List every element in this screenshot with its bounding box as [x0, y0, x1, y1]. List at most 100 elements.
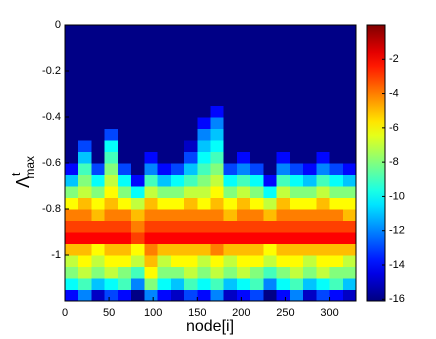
heat-cell	[78, 59, 92, 72]
heat-cell	[184, 71, 198, 83]
heat-cell	[342, 255, 357, 267]
heat-cell	[78, 209, 92, 221]
heat-cell	[91, 266, 106, 279]
heat-cell	[65, 82, 79, 95]
heat-cell	[289, 174, 304, 187]
heat-cell	[316, 25, 331, 37]
heat-cell	[223, 266, 238, 279]
y-tick-label: 0	[55, 19, 61, 31]
heat-cell	[303, 243, 317, 256]
heat-cell	[303, 25, 317, 37]
heat-cell	[303, 36, 317, 49]
heat-cell	[276, 163, 291, 175]
heat-cell	[184, 220, 198, 233]
heat-cell	[210, 278, 225, 290]
heat-cell	[250, 36, 264, 49]
heat-cell	[210, 163, 225, 175]
heat-cell	[303, 174, 317, 187]
heat-cell	[276, 59, 291, 72]
heat-cell	[131, 48, 145, 60]
heat-cell	[170, 289, 185, 302]
heat-cell	[342, 59, 357, 72]
heat-cell	[104, 117, 119, 129]
heat-cell	[342, 94, 357, 106]
heat-cell	[91, 163, 106, 175]
heat-cell	[131, 220, 145, 233]
heat-cell	[104, 278, 119, 290]
heat-cell	[316, 82, 331, 95]
heat-cell	[65, 25, 79, 37]
heat-cell	[184, 48, 198, 60]
heat-cell	[263, 197, 278, 210]
heat-cell	[78, 163, 92, 175]
heat-cell	[223, 163, 238, 175]
heat-cell	[197, 197, 211, 210]
heat-cell	[303, 278, 317, 290]
heat-cell	[117, 36, 132, 49]
colorbar-tick-label: -14	[389, 259, 405, 271]
heat-cell	[157, 278, 172, 290]
heat-cell	[144, 220, 159, 233]
heat-cell	[197, 163, 211, 175]
heat-cell	[131, 25, 145, 37]
heat-cell	[236, 36, 251, 49]
heat-cell	[289, 243, 304, 256]
heat-cell	[210, 82, 225, 95]
heat-cell	[263, 71, 278, 83]
heat-cell	[303, 163, 317, 175]
heat-cell	[263, 82, 278, 95]
heat-cell	[197, 266, 211, 279]
heat-cell	[342, 186, 357, 198]
heat-cell	[316, 174, 331, 187]
heat-cell	[184, 266, 198, 279]
heat-cell	[117, 82, 132, 95]
heat-cell	[144, 140, 159, 152]
x-tick-label: 250	[276, 307, 294, 319]
heat-cell	[65, 36, 79, 49]
heat-cell	[289, 220, 304, 233]
heat-cell	[263, 232, 278, 244]
heat-cell	[144, 82, 159, 95]
heat-cell	[303, 48, 317, 60]
heat-cell	[303, 82, 317, 95]
heat-cell	[117, 117, 132, 129]
heat-cell	[316, 209, 331, 221]
heat-cell	[316, 163, 331, 175]
heat-cell	[289, 266, 304, 279]
heat-cell	[303, 117, 317, 129]
heat-cell	[263, 209, 278, 221]
heat-cell	[236, 209, 251, 221]
heat-cell	[263, 117, 278, 129]
heat-cell	[303, 197, 317, 210]
heat-cell	[303, 59, 317, 72]
heat-cell	[184, 105, 198, 118]
heat-cell	[104, 243, 119, 256]
heat-cell	[184, 186, 198, 198]
heat-cell	[65, 163, 79, 175]
heat-cell	[236, 197, 251, 210]
heat-cell	[184, 128, 198, 141]
heat-cell	[78, 232, 92, 244]
heat-cell	[342, 128, 357, 141]
heat-cell	[170, 255, 185, 267]
heat-cell	[170, 128, 185, 141]
heat-cell	[104, 36, 119, 49]
heat-cell	[117, 209, 132, 221]
heat-cell	[329, 105, 344, 118]
heat-cell	[316, 128, 331, 141]
heat-cell	[276, 186, 291, 198]
heat-cell	[289, 197, 304, 210]
heat-cell	[197, 140, 211, 152]
heat-cell	[131, 243, 145, 256]
heat-cell	[157, 36, 172, 49]
heat-cell	[250, 48, 264, 60]
heat-cell	[303, 128, 317, 141]
heat-cell	[210, 209, 225, 221]
heat-cell	[170, 151, 185, 164]
heat-cell	[263, 105, 278, 118]
heat-cell	[250, 186, 264, 198]
heat-cell	[263, 163, 278, 175]
heat-cell	[78, 82, 92, 95]
heat-cell	[144, 255, 159, 267]
heat-cell	[250, 174, 264, 187]
